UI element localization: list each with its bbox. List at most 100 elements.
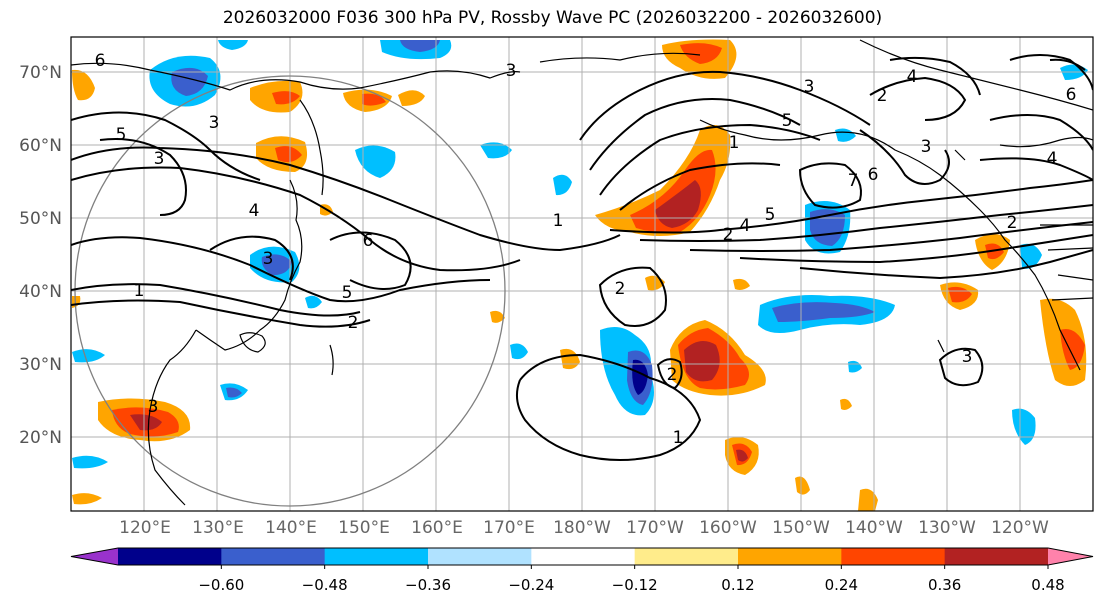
contour-label: 7 (848, 171, 859, 191)
positive-anomaly (684, 341, 720, 382)
pv-anomaly-shading (72, 39, 1088, 511)
contour-label: 6 (95, 51, 106, 71)
contour-label: 5 (782, 111, 793, 131)
lat-label: 60°N (19, 136, 62, 156)
lon-label: 140°E (265, 518, 317, 538)
lat-label: 40°N (19, 282, 62, 302)
contour-label: 2 (723, 225, 734, 245)
lat-label: 30°N (19, 355, 62, 375)
colorbar-bin (738, 548, 842, 565)
positive-anomaly (655, 180, 701, 228)
contour-label: 4 (249, 201, 260, 221)
contour-label: 2 (1007, 213, 1018, 233)
pv-contours (71, 54, 1093, 461)
negative-anomaly (772, 302, 875, 322)
positive-anomaly (72, 69, 95, 101)
negative-anomaly (72, 349, 105, 363)
map-border (70, 36, 1094, 512)
colorbar-tick-label: 0.12 (721, 576, 754, 594)
positive-anomaly (275, 146, 302, 163)
colorbar-bin (118, 548, 222, 565)
positive-anomaly (1060, 329, 1085, 370)
lat-label: 50°N (19, 209, 62, 229)
lat-label: 70°N (19, 63, 62, 83)
contour-label: 6 (1066, 85, 1077, 105)
colorbar-tick-label: −0.48 (302, 576, 348, 594)
positive-anomaly (398, 90, 425, 106)
contour-label: 2 (877, 86, 888, 106)
negative-anomaly (632, 359, 648, 395)
map-title: 2026032000 F036 300 hPa PV, Rossby Wave … (222, 8, 883, 28)
positive-anomaly (72, 493, 102, 505)
lon-label: 150°W (772, 518, 830, 538)
positive-anomaly (795, 476, 810, 495)
map-panel: 6 5 3 4 3 6 5 2 1 1 2 3 2 5 3 4 5 2 6 4 … (71, 37, 1093, 511)
contour-label: 4 (907, 67, 918, 87)
negative-anomaly (261, 254, 292, 276)
negative-anomaly (510, 343, 528, 360)
colorbar-extend-high (1048, 548, 1093, 565)
lon-label: 160°E (411, 518, 463, 538)
contour-label: 2 (615, 279, 626, 299)
colorbar-tick-label: −0.12 (612, 576, 658, 594)
contour-label: 1 (673, 428, 684, 448)
contour-label: 5 (342, 283, 353, 303)
contour-label: 3 (804, 77, 815, 97)
positive-anomaly (858, 488, 878, 511)
colorbar: −0.60 −0.48 −0.36 −0.24 −0.12 0.12 0.24 0.36 0.4… (70, 547, 1094, 594)
lon-label: 140°W (845, 518, 903, 538)
negative-anomaly (218, 40, 248, 50)
positive-anomaly (490, 310, 505, 323)
contour-label: 2 (667, 365, 678, 385)
negative-anomaly (305, 295, 322, 309)
latitude-labels: 70°N 60°N 50°N 40°N 30°N 20°N (19, 63, 62, 448)
lon-label: 150°E (338, 518, 390, 538)
lon-label: 160°W (699, 518, 757, 538)
contour-label: 3 (148, 397, 159, 417)
positive-anomaly (733, 278, 750, 290)
lat-label: 20°N (19, 428, 62, 448)
positive-anomaly (680, 43, 722, 64)
colorbar-bin (634, 548, 739, 565)
contour-label: 1 (134, 281, 145, 301)
positive-anomaly (840, 398, 852, 410)
contour-label: 5 (116, 125, 127, 145)
colorbar-tick-label: −0.24 (508, 576, 554, 594)
contour-label: 6 (363, 231, 374, 251)
lon-label: 130°W (918, 518, 976, 538)
lon-label: 130°E (192, 518, 244, 538)
contour-label: 3 (209, 113, 220, 133)
contour-label: 3 (506, 61, 517, 81)
colorbar-bin (324, 548, 429, 565)
colorbar-tick-label: 0.24 (825, 576, 858, 594)
colorbar-tick-label: 0.36 (928, 576, 961, 594)
contour-label: 3 (154, 149, 165, 169)
colorbar-tick-label: −0.36 (405, 576, 451, 594)
contour-label: 3 (962, 347, 973, 367)
colorbar-tick-label: −0.60 (198, 576, 244, 594)
negative-anomaly (226, 387, 242, 398)
negative-anomaly (553, 174, 572, 196)
colorbar-outline (70, 547, 1094, 566)
colorbar-bin (531, 548, 636, 565)
negative-anomaly (1012, 408, 1036, 445)
negative-anomaly (400, 40, 440, 52)
contour-label: 4 (1047, 149, 1058, 169)
lon-label: 180°W (553, 518, 611, 538)
coastlines (71, 39, 1093, 506)
contour-label: 6 (868, 165, 879, 185)
longitude-labels: 120°E 130°E 140°E 150°E 160°E 170°E 180°… (119, 518, 1049, 538)
negative-anomaly (480, 142, 512, 159)
lon-label: 120°E (119, 518, 171, 538)
lon-label: 170°W (626, 518, 684, 538)
contour-label: 2 (348, 313, 359, 333)
positive-anomaly (272, 91, 300, 105)
negative-anomaly (355, 145, 396, 178)
positive-anomaly (362, 93, 386, 106)
negative-anomaly (72, 455, 108, 469)
colorbar-tick-label: 0.48 (1031, 576, 1064, 594)
positive-anomaly (736, 449, 748, 462)
lon-label: 120°W (991, 518, 1049, 538)
colorbar-bin (221, 548, 326, 565)
contour-labels: 6 5 3 4 3 6 5 2 1 1 2 3 2 5 3 4 5 2 6 4 … (95, 51, 1077, 448)
